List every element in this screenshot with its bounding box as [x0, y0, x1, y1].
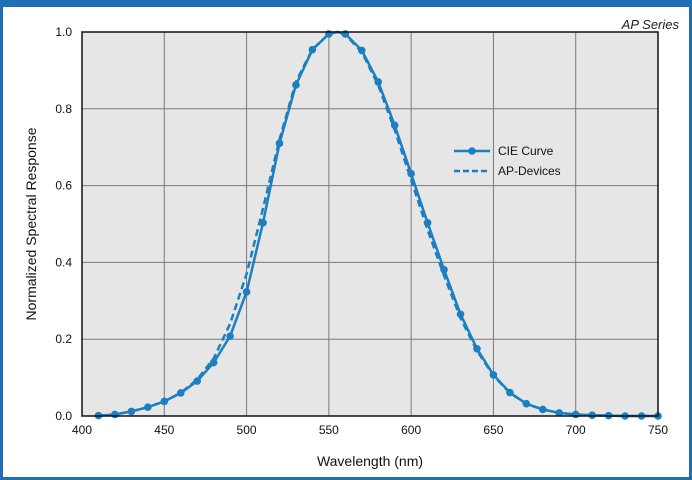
legend: CIE Curve AP-Devices: [454, 144, 561, 178]
x-tick-label: 650: [483, 423, 503, 437]
data-point-cie-curve: [209, 358, 218, 367]
y-tick-label: 0.4: [55, 255, 72, 269]
plot-area: [82, 32, 658, 416]
data-point-cie-curve: [423, 219, 432, 227]
x-tick-label: 550: [319, 423, 339, 437]
data-point-cie-curve: [193, 377, 201, 385]
data-point-cie-curve: [522, 399, 531, 408]
data-point-cie-curve: [275, 139, 284, 148]
y-tick-label: 0.8: [55, 102, 72, 116]
y-axis-title: Normalized Spectral Response: [23, 127, 39, 320]
plot-border: [81, 31, 659, 417]
x-tick-label: 600: [401, 423, 421, 437]
x-axis-title: Wavelength (nm): [317, 453, 423, 469]
x-tick-label: 750: [648, 423, 668, 437]
data-point-cie-curve: [308, 45, 317, 54]
data-point-cie-curve: [539, 405, 547, 414]
x-tick-label: 700: [566, 423, 586, 437]
x-tick-label: 400: [72, 423, 92, 437]
x-axis-ticks: 400 450 500 550 600 650 700 750: [72, 423, 668, 437]
data-point-cie-curve: [374, 78, 383, 86]
legend-label-ap-devices: AP-Devices: [498, 164, 561, 178]
data-point-cie-curve: [555, 409, 564, 417]
data-point-cie-curve: [440, 265, 448, 274]
data-point-cie-curve: [588, 411, 596, 420]
y-tick-label: 0.2: [55, 332, 72, 346]
x-tick-label: 450: [154, 423, 174, 437]
data-point-cie-curve: [571, 410, 580, 419]
data-point-cie-curve: [226, 332, 234, 340]
legend-marker-cie-curve: [468, 147, 476, 155]
data-point-cie-curve: [407, 169, 415, 178]
data-point-cie-curve: [160, 397, 169, 406]
data-point-cie-curve: [456, 310, 465, 319]
y-tick-label: 1.0: [55, 25, 72, 39]
data-point-cie-curve: [390, 121, 399, 130]
grid: [82, 32, 658, 416]
data-point-cie-curve: [176, 389, 185, 397]
data-point-cie-curve: [489, 371, 498, 379]
x-tick-label: 500: [237, 423, 257, 437]
data-point-cie-curve: [473, 345, 481, 353]
y-axis-ticks: 0.0 0.2 0.4 0.6 0.8 1.0: [55, 25, 72, 423]
data-point-cie-curve: [111, 410, 119, 419]
data-point-cie-curve: [127, 407, 136, 416]
series-tag: AP Series: [621, 17, 679, 32]
data-point-cie-curve: [506, 388, 514, 397]
legend-label-cie-curve: CIE Curve: [498, 144, 554, 158]
data-point-cie-curve: [259, 219, 267, 227]
y-tick-label: 0.6: [55, 179, 72, 193]
data-point-cie-curve: [242, 288, 251, 296]
y-tick-label: 0.0: [55, 409, 72, 423]
data-point-cie-curve: [292, 81, 300, 89]
data-point-cie-curve: [357, 46, 366, 55]
data-point-cie-curve: [144, 403, 152, 411]
